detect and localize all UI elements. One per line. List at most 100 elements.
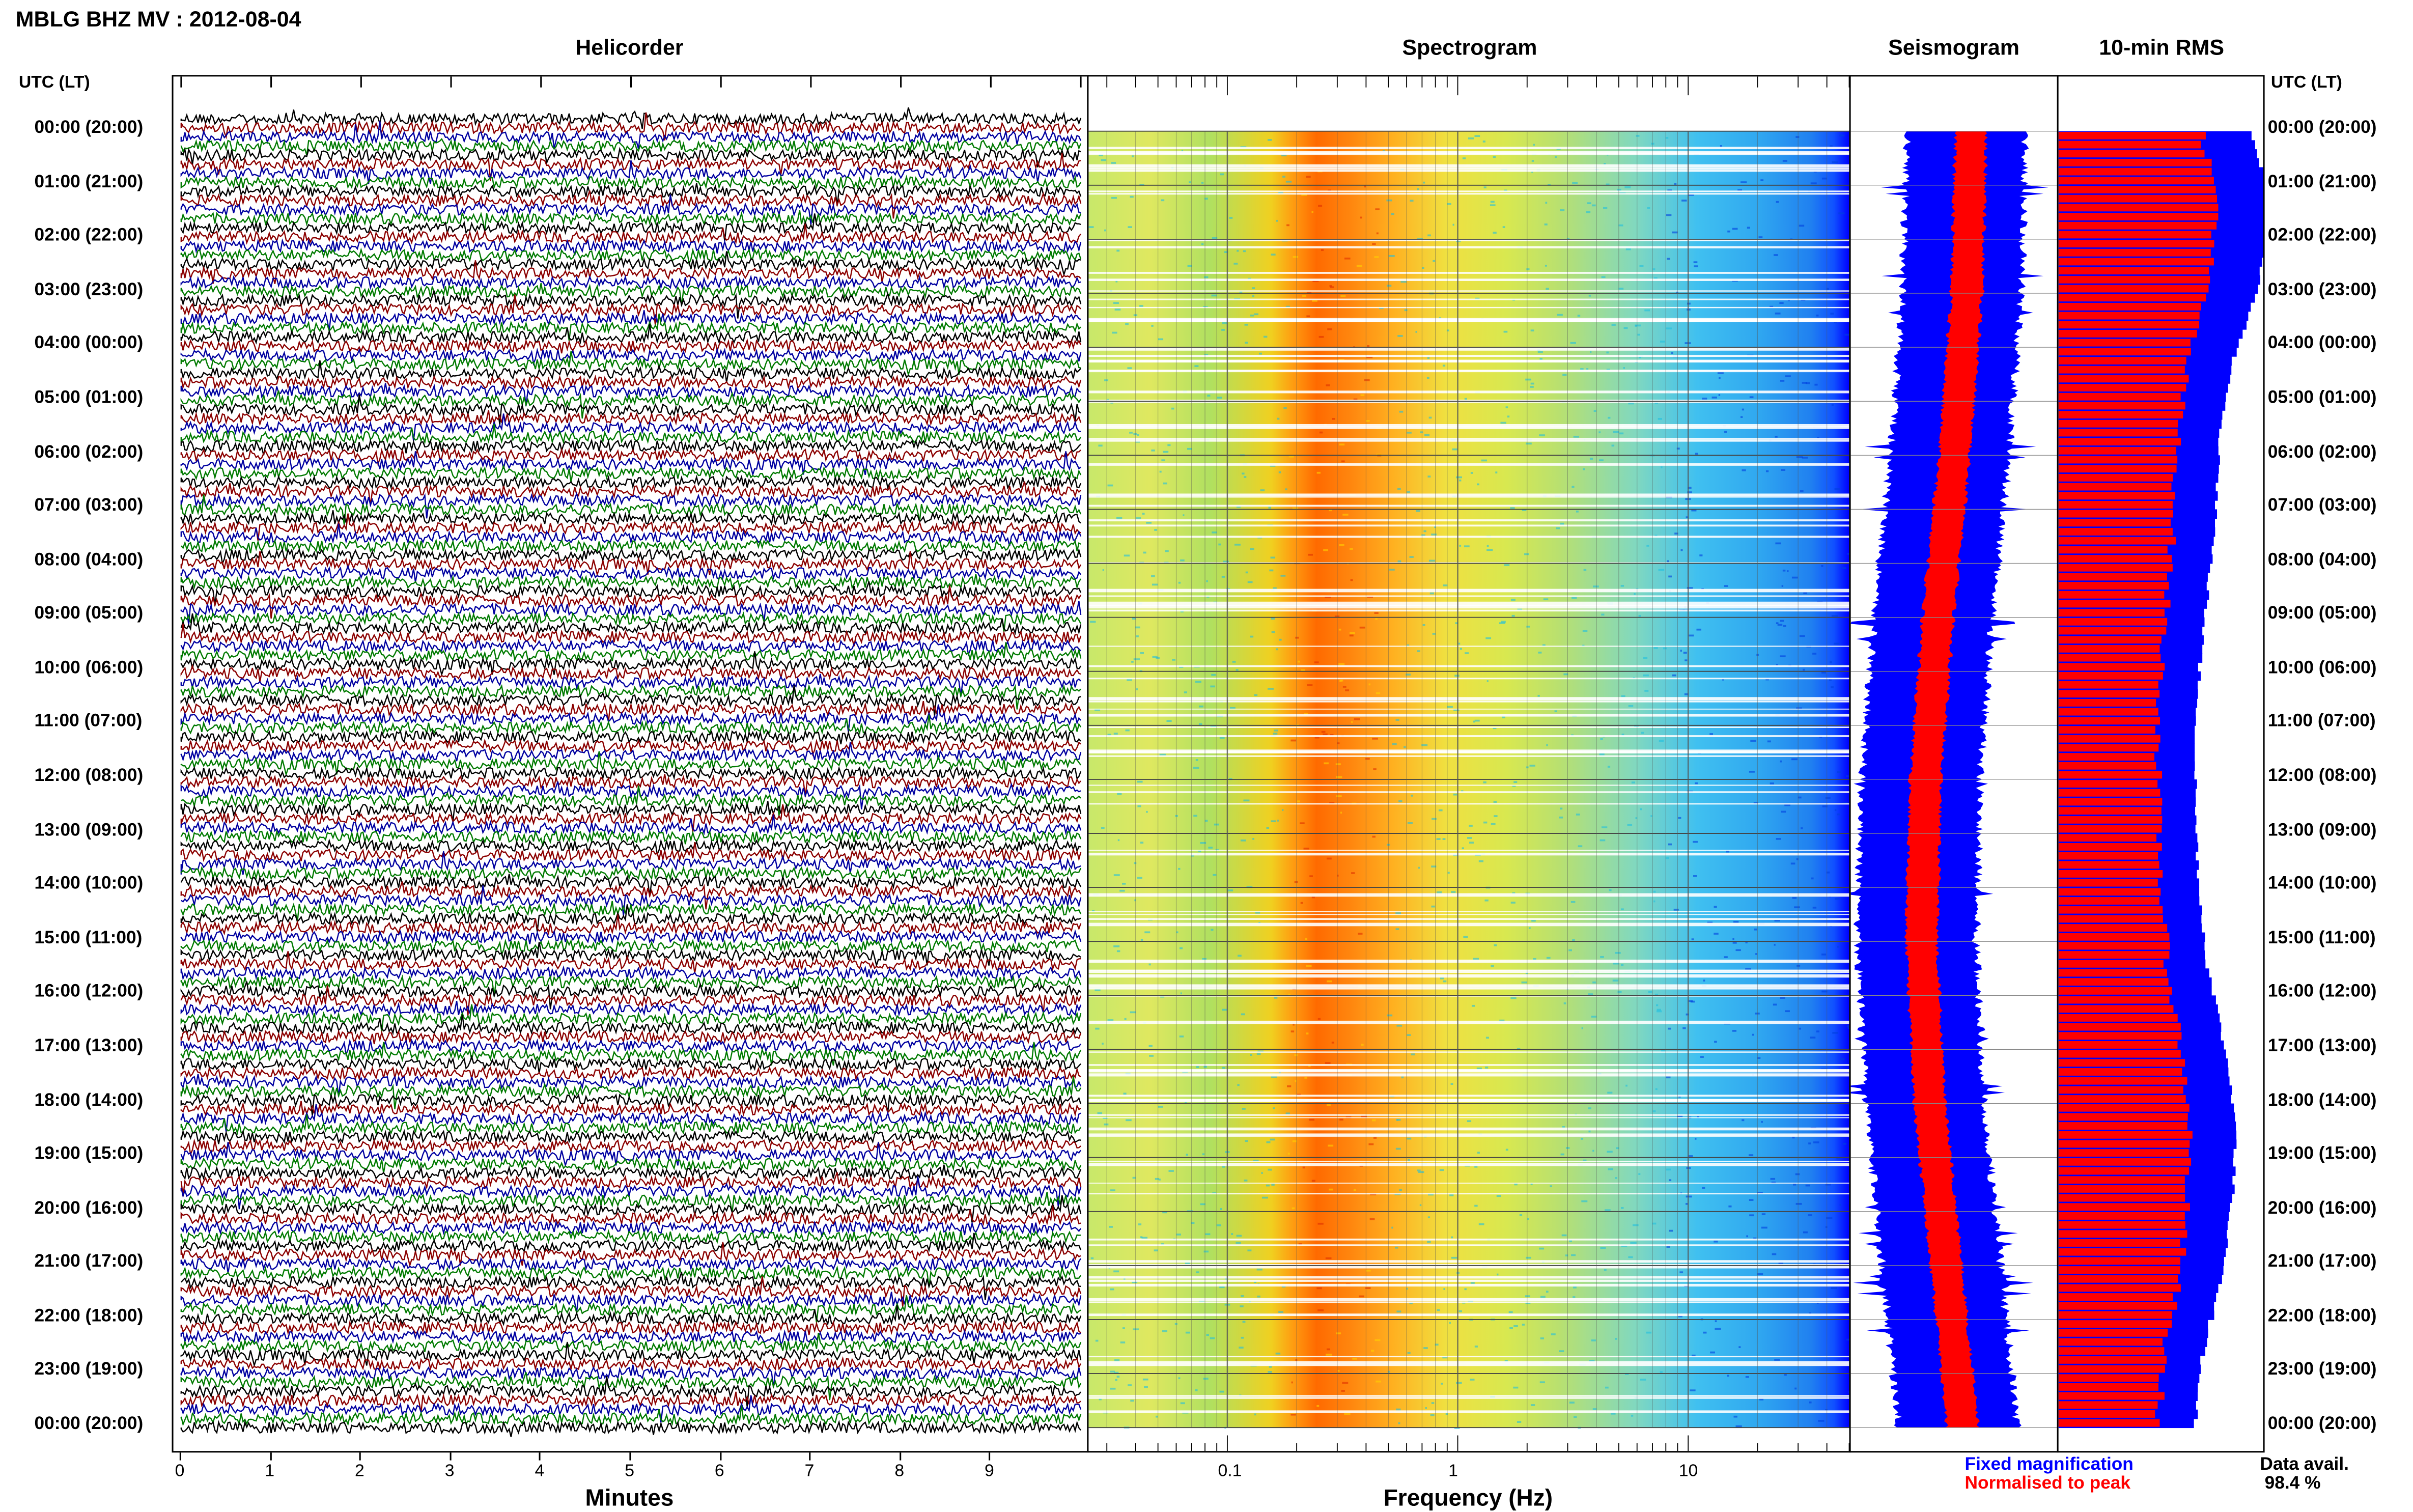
- spectrogram-speckle: [1841, 567, 1846, 569]
- spectrogram-speckle: [1293, 256, 1299, 258]
- rms-normalised-bar: [2058, 1239, 2180, 1247]
- time-tick-left: 20:00 (16:00): [34, 1199, 144, 1218]
- time-tick-right: 22:00 (18:00): [2267, 1307, 2377, 1326]
- spectrogram-speckle: [1250, 635, 1254, 638]
- spectrogram-speckle: [1809, 1312, 1811, 1314]
- spectrogram-speckle: [1450, 1083, 1453, 1085]
- spectrogram-speckle: [1223, 561, 1229, 563]
- spectrogram-speckle: [1816, 1030, 1819, 1032]
- spectrogram-speckle: [1122, 883, 1126, 885]
- spectrogram-speckle: [1158, 338, 1164, 341]
- rms-normalised-bar: [2058, 1302, 2177, 1310]
- spectrogram-speckle: [1781, 469, 1786, 471]
- spectrogram-speckle: [1667, 560, 1669, 563]
- spectrogram-speckle: [1111, 162, 1116, 164]
- spectrogram-speckle: [1428, 416, 1432, 419]
- spectrogram-speckle: [1634, 593, 1636, 595]
- rms-normalised-bar: [2058, 240, 2214, 248]
- spectrogram-speckle: [1302, 295, 1306, 297]
- spectrogram-speckle: [1259, 352, 1262, 355]
- spectrogram-speckle: [1522, 1324, 1525, 1326]
- rms-normalised-bar: [2058, 879, 2158, 887]
- spectrogram-speckle: [1140, 652, 1144, 654]
- spectrogram-speckle: [1493, 727, 1497, 730]
- spectrogram-speckle: [1613, 962, 1619, 965]
- helicorder-trace: [180, 674, 1081, 697]
- helicorder-trace: [180, 347, 1082, 366]
- spectrogram-speckle: [1301, 669, 1305, 671]
- helicorder-x-tickmark: [539, 1452, 541, 1461]
- spectrogram-speckle: [1423, 1347, 1428, 1349]
- spectrogram-speckle: [1555, 156, 1557, 158]
- spectrogram-speckle: [1387, 1014, 1393, 1017]
- spectrogram-speckle: [1482, 141, 1485, 143]
- spectrogram-speckle: [1398, 1422, 1400, 1424]
- spectrogram-speckle: [1200, 1203, 1205, 1206]
- spectrogram-speckle: [1133, 433, 1137, 435]
- spectrogram-speckle: [1371, 1350, 1374, 1352]
- spectrogram-speckle: [1417, 1169, 1421, 1171]
- spectrogram-speckle: [1193, 767, 1199, 769]
- spectrogram-speckle: [1151, 449, 1155, 452]
- spectrogram-speckle: [1825, 1226, 1828, 1228]
- spectrogram-speckle: [1831, 686, 1834, 688]
- spectrogram-speckle: [1239, 1347, 1244, 1349]
- time-tick-right: 14:00 (10:00): [2267, 875, 2377, 894]
- spectrogram-speckle: [1241, 1013, 1245, 1016]
- spectrogram-speckle: [1132, 1177, 1136, 1179]
- rms-normalised-bar: [2058, 762, 2156, 770]
- spectrogram-speckle: [1810, 1037, 1816, 1039]
- spectrogram-speckle: [1146, 810, 1148, 813]
- helicorder-trace: [180, 581, 1082, 606]
- spectrogram-speckle: [1175, 815, 1178, 817]
- spectrogram-speckle: [1172, 659, 1175, 661]
- spectrogram-speckle: [1468, 137, 1474, 139]
- spectrogram-speckle: [1794, 1387, 1797, 1390]
- spectrogram-speckle: [1250, 1054, 1252, 1056]
- spectrogram-speckle: [1338, 663, 1345, 665]
- spectrogram-speckle: [1740, 181, 1747, 183]
- spectrogram-gap: [1088, 505, 1849, 507]
- spectrogram-speckle: [1690, 1389, 1696, 1391]
- spectrogram-speckle: [1115, 1379, 1117, 1381]
- spectrogram-speckle: [1526, 766, 1529, 769]
- rms-normalised-bar: [2058, 852, 2158, 860]
- helicorder-trace: [180, 1229, 1081, 1248]
- spectrogram-speckle: [1612, 979, 1619, 982]
- spectrogram-speckle: [1155, 1178, 1160, 1180]
- spectrogram-speckle: [1631, 781, 1635, 783]
- spectrogram-speckle: [1115, 281, 1118, 283]
- spectrogram-speckle: [1427, 1241, 1431, 1243]
- spectrogram-speckle: [1140, 1236, 1143, 1239]
- helicorder-trace: [180, 951, 1081, 973]
- spectrogram-speckle: [1530, 1183, 1533, 1185]
- spectrogram-speckle: [1171, 407, 1174, 410]
- spectrogram-speckle: [1686, 516, 1689, 518]
- helicorder-x-tick-label: 9: [985, 1462, 994, 1481]
- spectrogram-speckle: [1459, 479, 1462, 482]
- spectrogram-speckle: [1113, 733, 1118, 735]
- spectrogram-speckle: [1834, 321, 1837, 324]
- spectrogram-speckle: [1271, 820, 1276, 822]
- spectrogram-speckle: [1222, 1067, 1226, 1069]
- rms-normalised-bar: [2058, 618, 2168, 626]
- spectrogram-speckle: [1832, 161, 1838, 163]
- spectrogram-speckle: [1816, 314, 1819, 317]
- spectrogram-speckle: [1151, 325, 1154, 327]
- spectrogram-speckle: [1186, 1154, 1188, 1156]
- spectrogram-speckle: [1116, 517, 1123, 519]
- spectrogram-speckle: [1577, 315, 1581, 317]
- helicorder-trace: [180, 494, 1082, 525]
- spectrogram-speckle: [1278, 471, 1281, 473]
- spectrogram-speckle: [1140, 939, 1143, 941]
- spectrogram-speckle: [1562, 1126, 1565, 1128]
- helicorder-trace: [180, 1191, 1082, 1213]
- spectrogram-speckle: [1318, 205, 1323, 207]
- rms-normalised-bar: [2058, 1176, 2185, 1184]
- spectrogram-speckle: [1180, 1402, 1185, 1405]
- spectrogram-speckle: [1365, 1287, 1371, 1290]
- spectrogram-speckle: [1780, 997, 1785, 999]
- spectrogram-speckle: [1290, 1030, 1295, 1032]
- spectrogram-speckle: [1801, 827, 1803, 829]
- rms-panel: [2057, 75, 2265, 1453]
